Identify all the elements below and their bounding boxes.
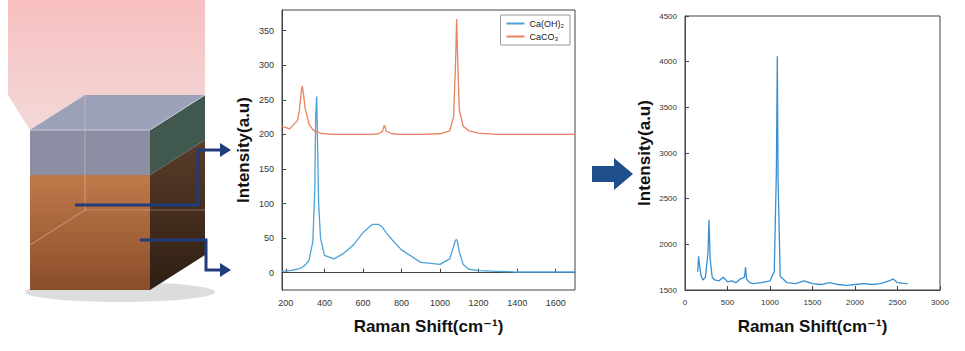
svg-text:2000: 2000: [846, 298, 864, 307]
svg-text:0: 0: [683, 298, 688, 307]
svg-text:Intensity(a.u): Intensity(a.u): [234, 97, 253, 203]
svg-text:3000: 3000: [931, 298, 949, 307]
svg-text:1000: 1000: [761, 298, 779, 307]
svg-text:1000: 1000: [430, 298, 450, 308]
svg-text:400: 400: [317, 298, 332, 308]
svg-text:200: 200: [259, 129, 274, 139]
svg-text:50: 50: [264, 233, 274, 243]
svg-text:100: 100: [259, 199, 274, 209]
svg-text:600: 600: [355, 298, 370, 308]
svg-text:800: 800: [394, 298, 409, 308]
svg-text:1400: 1400: [507, 298, 527, 308]
svg-text:Raman Shift(cm⁻¹): Raman Shift(cm⁻¹): [354, 317, 504, 336]
svg-text:4500: 4500: [659, 12, 677, 21]
svg-text:250: 250: [259, 95, 274, 105]
svg-text:4000: 4000: [659, 57, 677, 66]
svg-text:1600: 1600: [546, 298, 566, 308]
svg-text:3500: 3500: [659, 103, 677, 112]
svg-text:1200: 1200: [469, 298, 489, 308]
svg-text:2000: 2000: [659, 240, 677, 249]
svg-text:Raman Shift(cm⁻¹): Raman Shift(cm⁻¹): [738, 317, 888, 336]
svg-text:2500: 2500: [889, 298, 907, 307]
svg-text:300: 300: [259, 60, 274, 70]
svg-text:200: 200: [278, 298, 293, 308]
svg-text:500: 500: [721, 298, 735, 307]
svg-text:Ca(OH)₂: Ca(OH)₂: [530, 19, 565, 29]
svg-text:150: 150: [259, 164, 274, 174]
svg-text:Intensity(a.u): Intensity(a.u): [635, 100, 654, 206]
svg-text:CaCO₃: CaCO₃: [530, 32, 559, 42]
svg-text:3000: 3000: [659, 149, 677, 158]
svg-text:1500: 1500: [659, 286, 677, 295]
svg-text:1500: 1500: [804, 298, 822, 307]
svg-text:2500: 2500: [659, 194, 677, 203]
svg-text:0: 0: [269, 268, 274, 278]
svg-text:350: 350: [259, 26, 274, 36]
